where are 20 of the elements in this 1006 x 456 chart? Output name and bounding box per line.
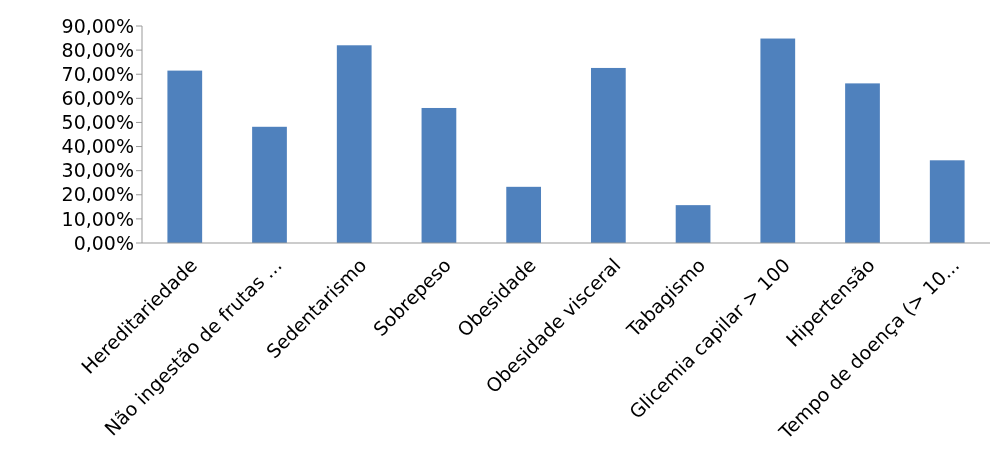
bar (760, 38, 796, 243)
y-tick-label: 70,00% (61, 62, 134, 85)
bar (845, 83, 880, 243)
bar (929, 160, 965, 243)
bar (167, 70, 203, 243)
y-tick-label: 40,00% (61, 135, 134, 158)
bar (506, 186, 542, 243)
y-tick-label: 30,00% (61, 159, 134, 182)
bar (252, 126, 287, 243)
y-tick-label: 50,00% (61, 111, 134, 134)
y-tick-label: 90,00% (61, 14, 134, 37)
bar (675, 205, 711, 243)
y-tick-label: 10,00% (61, 207, 134, 230)
bar (421, 107, 457, 243)
y-tick-label: 20,00% (61, 183, 134, 206)
bar (590, 67, 626, 243)
y-tick-label: 0,00% (73, 231, 134, 254)
y-tick-label: 60,00% (61, 86, 134, 109)
bar (336, 45, 372, 243)
y-tick-label: 80,00% (61, 38, 134, 61)
